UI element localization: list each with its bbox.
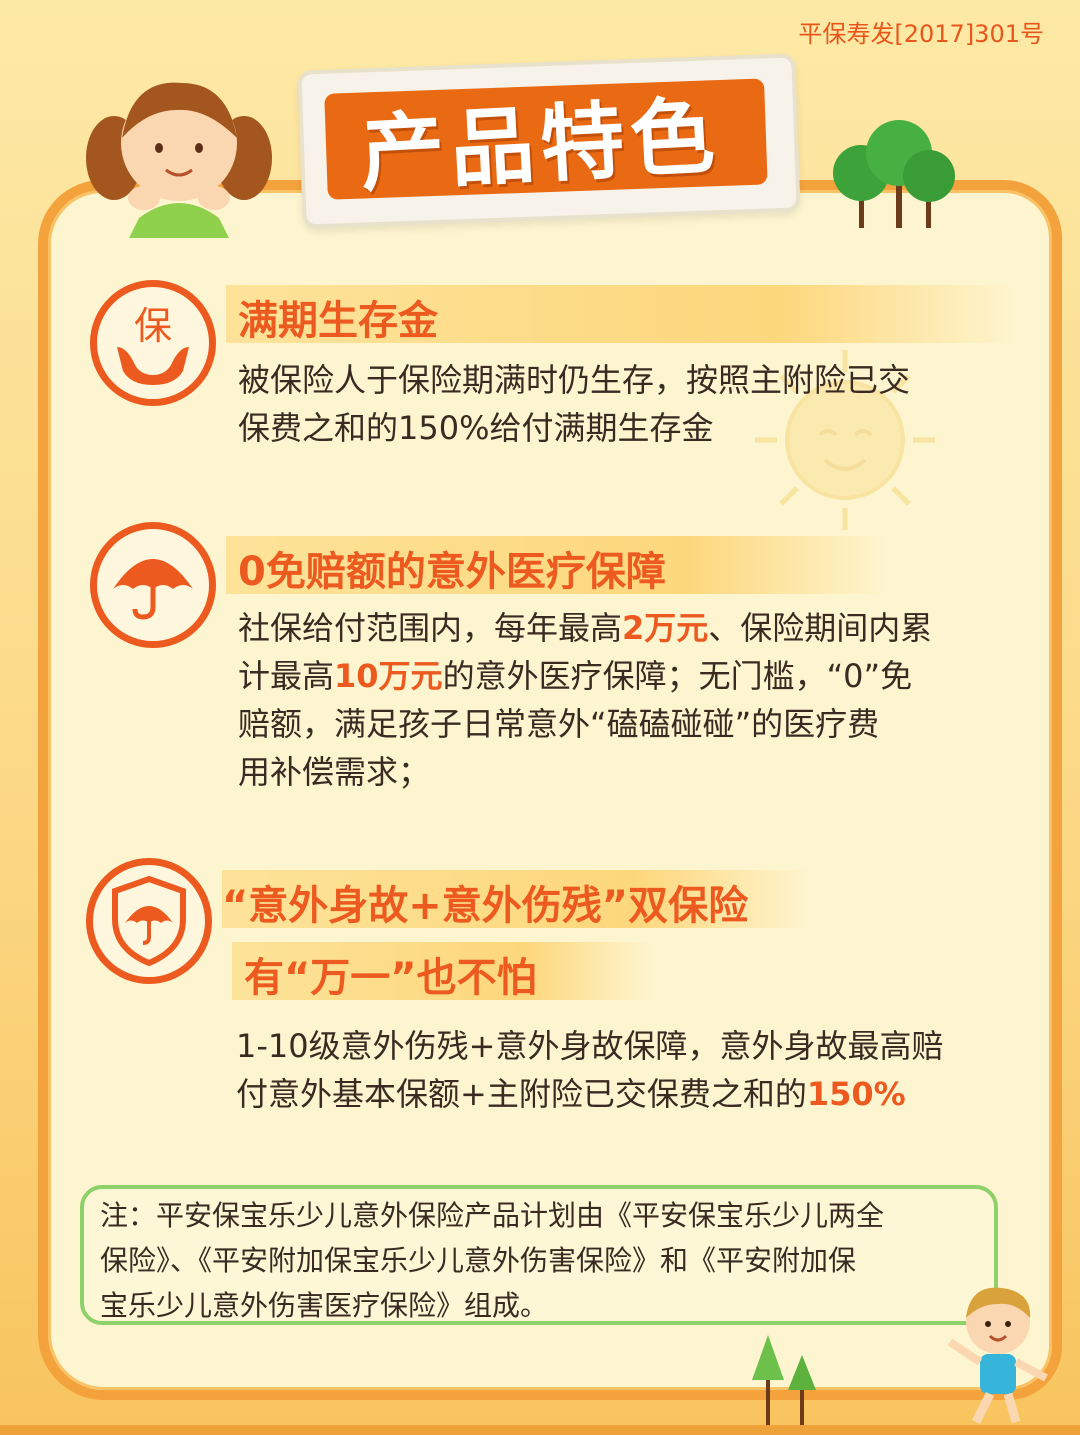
section-heading: 0免赔额的意外医疗保障 bbox=[238, 549, 666, 595]
highlight-amount: 2万元 bbox=[622, 609, 709, 647]
section-heading: “意外身故+意外伤残”双保险 bbox=[222, 883, 749, 929]
section-heading: 满期生存金 bbox=[238, 298, 438, 344]
bao-hands-icon: 保 bbox=[90, 280, 216, 406]
svg-text:保: 保 bbox=[134, 304, 172, 348]
highlight-amount: 150% bbox=[806, 1075, 906, 1113]
note-line: 保险》、《平安附加保宝乐少儿意外伤害保险》和《平安附加保 bbox=[100, 1244, 857, 1277]
heading-bar bbox=[222, 870, 812, 928]
heading-bar bbox=[226, 285, 1016, 343]
highlight-amount: 10万元 bbox=[334, 657, 443, 695]
umbrella-icon bbox=[90, 522, 216, 648]
sun-decoration bbox=[755, 350, 935, 530]
bottom-strip bbox=[0, 1425, 1080, 1435]
body-line: 社保给付范围内，每年最高2万元、保险期间内累 bbox=[238, 609, 933, 647]
note-line: 注：平安保宝乐少儿意外保险产品计划由《平安保宝乐少儿两全 bbox=[100, 1199, 885, 1232]
body-line: 赔额，满足孩子日常意外“磕磕碰碰”的医疗费 bbox=[238, 705, 880, 743]
section-body: 1-10级意外伤残+意外身故保障，意外身故最高赔 付意外基本保额+主附险已交保费… bbox=[236, 1022, 1016, 1118]
body-line: 用补偿需求； bbox=[238, 753, 431, 791]
body-line: 被保险人于保险期满时仍生存，按照主附险已交 bbox=[238, 361, 911, 399]
body-line: 计最高10万元的意外医疗保障；无门槛，“0”免 bbox=[238, 657, 913, 695]
note-line: 宝乐少儿意外伤害医疗保险》组成。 bbox=[100, 1289, 549, 1322]
boy-illustration bbox=[947, 1287, 1048, 1425]
note-box: 注：平安保宝乐少儿意外保险产品计划由《平安保宝乐少儿两全 保险》、《平安附加保宝… bbox=[80, 1185, 998, 1325]
body-line: 保费之和的150%给付满期生存金 bbox=[238, 409, 714, 447]
girl-illustration bbox=[86, 82, 272, 238]
subheading-bar bbox=[232, 942, 652, 1000]
section-body: 社保给付范围内，每年最高2万元、保险期间内累 计最高10万元的意外医疗保障；无门… bbox=[238, 604, 1008, 796]
section-body: 被保险人于保险期满时仍生存，按照主附险已交 保费之和的150%给付满期生存金 bbox=[238, 356, 1008, 452]
shield-umbrella-icon bbox=[86, 858, 212, 984]
section-subheading: 有“万一”也不怕 bbox=[244, 955, 537, 1001]
approval-number: 平保寿发[2017]301号 bbox=[798, 20, 1044, 48]
page-title: 产品特色 bbox=[358, 86, 723, 204]
small-tree-decoration bbox=[752, 1335, 816, 1425]
heading-bar bbox=[226, 536, 886, 594]
trees-decoration bbox=[833, 120, 955, 228]
body-line: 1-10级意外伤残+意外身故保障，意外身故最高赔 bbox=[236, 1027, 944, 1065]
body-line: 付意外基本保额+主附险已交保费之和的150% bbox=[236, 1075, 906, 1113]
